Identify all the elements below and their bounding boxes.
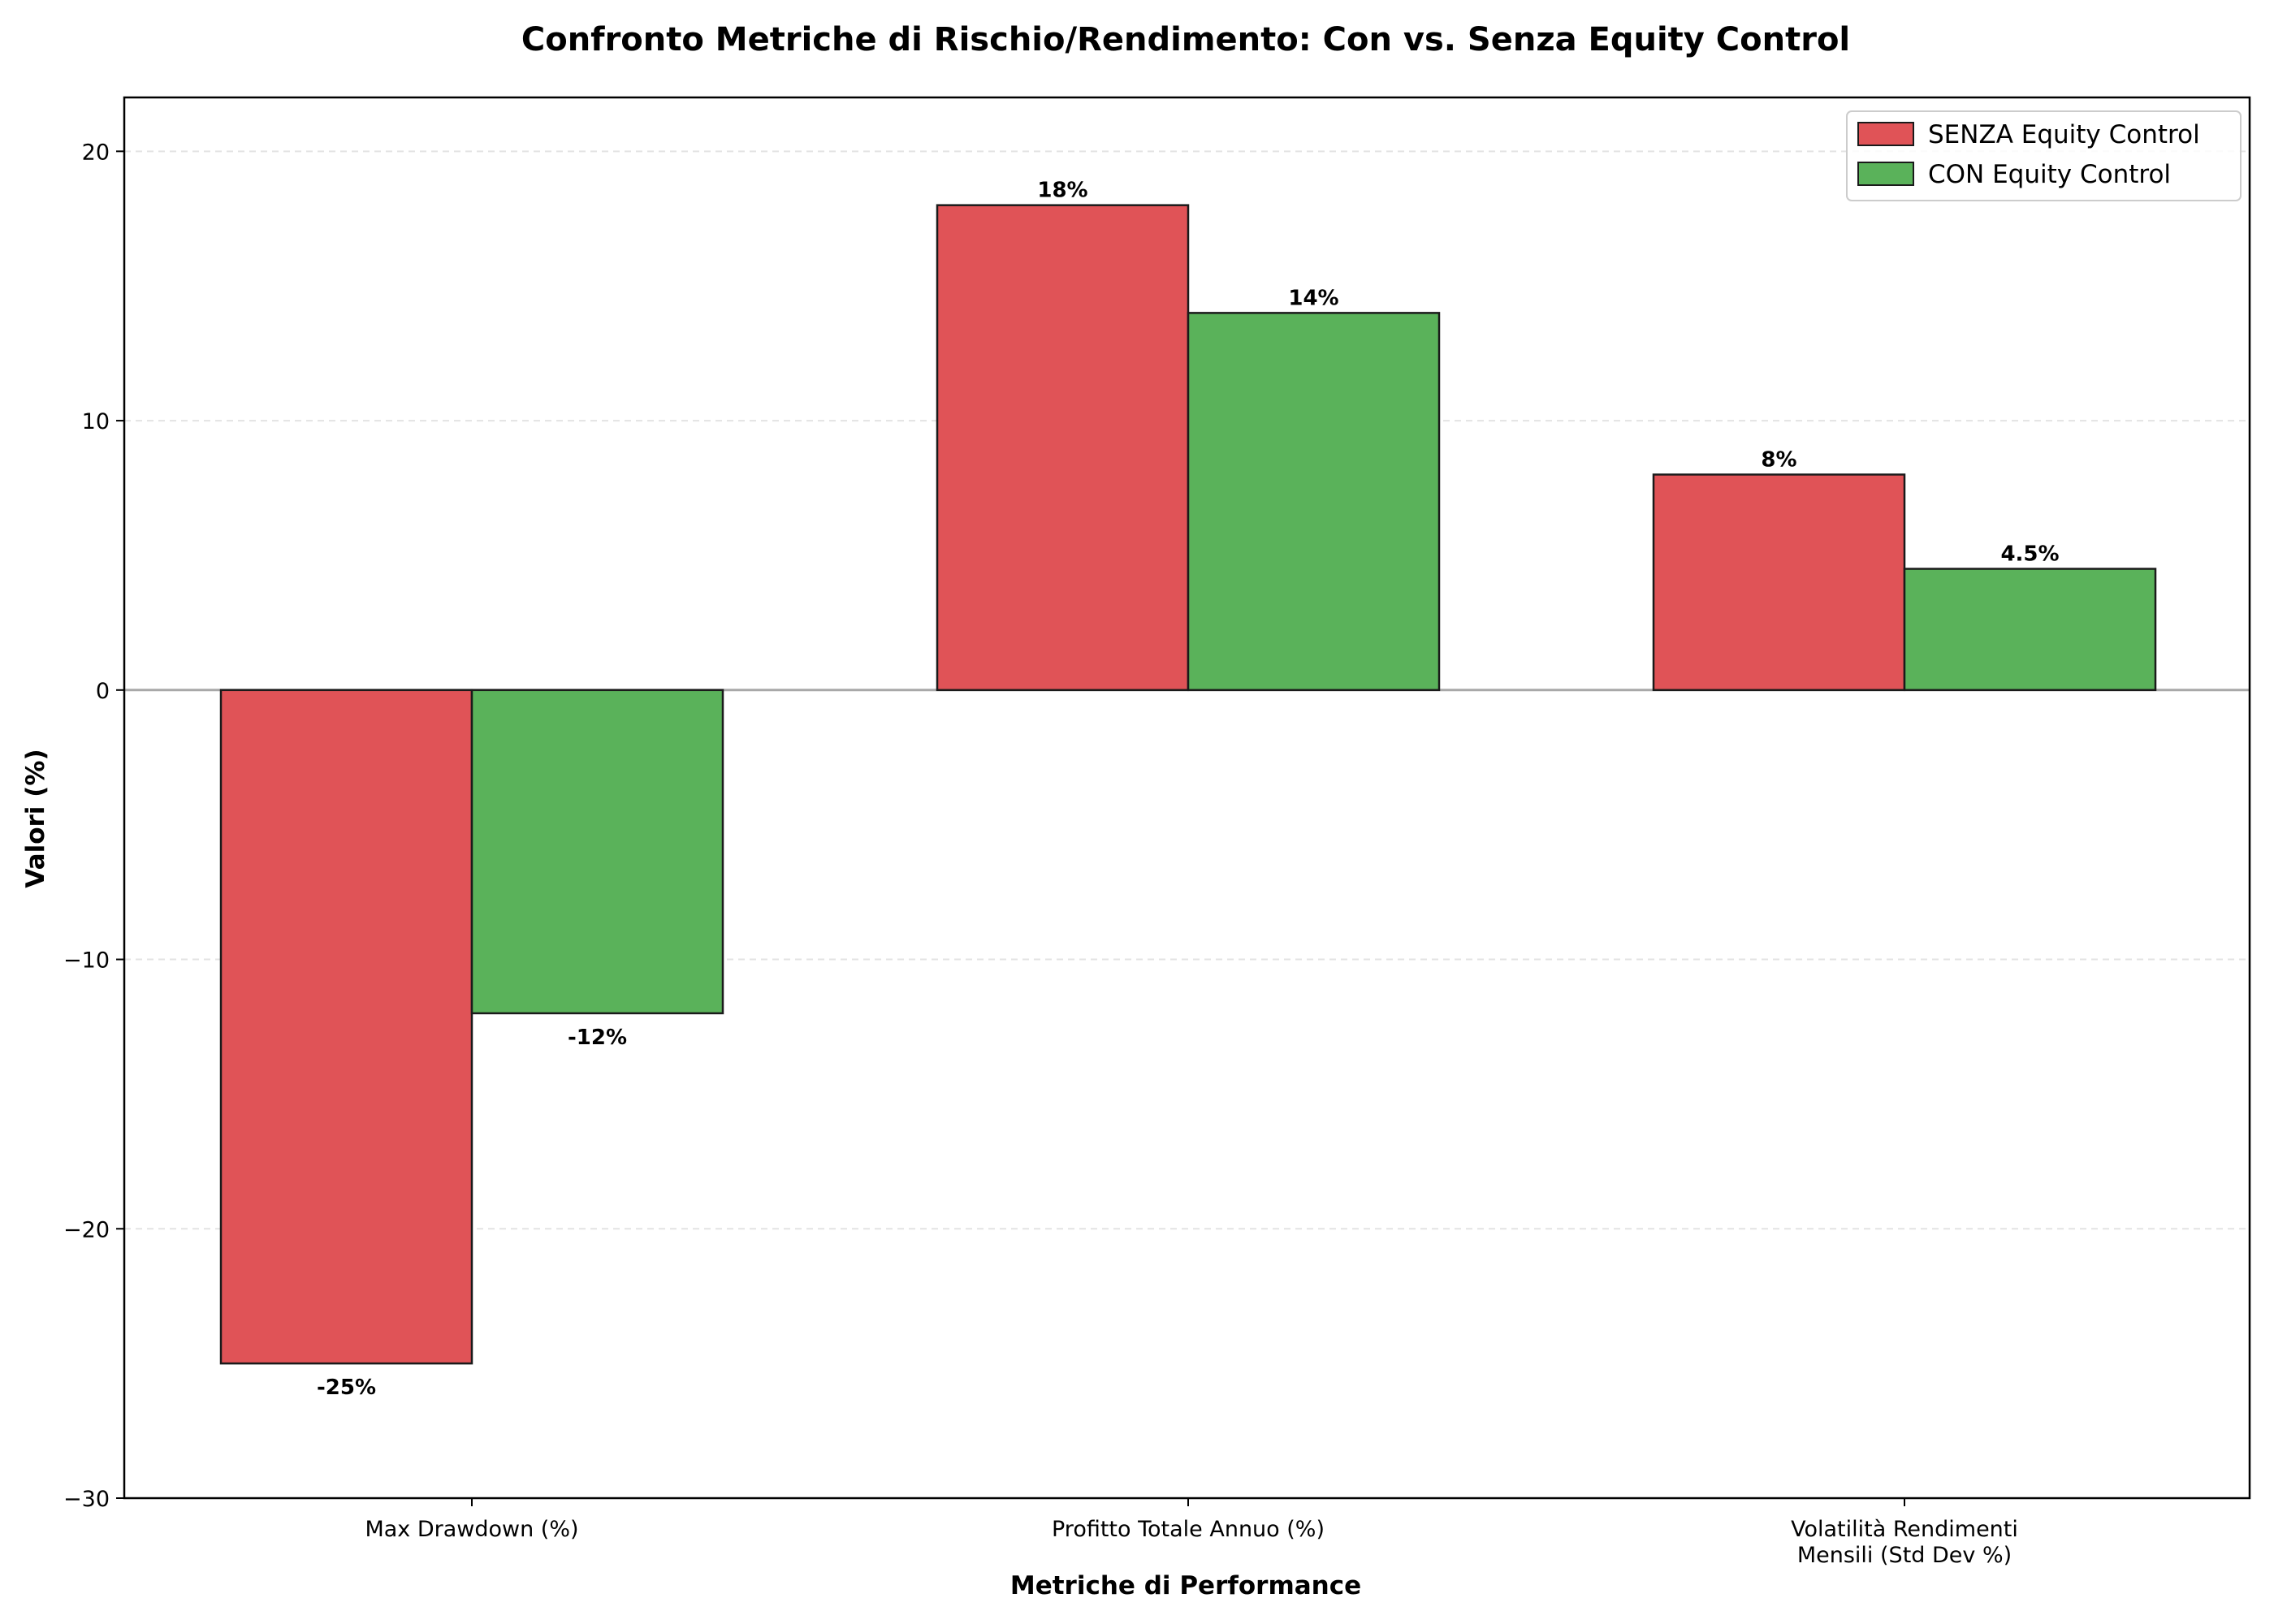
y-tick-label: 10 <box>82 409 110 434</box>
x-tick-label: Max Drawdown (%) <box>365 1517 578 1542</box>
legend-box <box>1846 110 2242 201</box>
y-tick-label: 20 <box>82 140 110 165</box>
legend-label: CON Equity Control <box>1928 160 2171 189</box>
value-label: 4.5% <box>2000 542 2059 567</box>
bar-senza-1 <box>936 204 1190 692</box>
legend-label: SENZA Equity Control <box>1928 120 2200 149</box>
y-tick-label: −20 <box>63 1217 110 1242</box>
legend-swatch-con <box>1857 162 1914 186</box>
bar-senza-2 <box>1652 473 1906 692</box>
plot-area: -25% 18% 8% -12% 14% 4.5% 20 10 0 −10 −20 −30 Max Dr… <box>63 96 2251 1568</box>
legend-swatch-senza <box>1857 122 1914 146</box>
value-label: 14% <box>1288 286 1338 310</box>
y-axis-label: Valori (%) <box>21 749 50 888</box>
x-tick-label: Volatilità Rendimenti <box>1791 1517 2018 1542</box>
bar-con-0 <box>470 689 724 1015</box>
y-tick-label: −30 <box>63 1487 110 1512</box>
y-tick-label: 0 <box>96 679 110 704</box>
legend: SENZA Equity Control CON Equity Control <box>1846 110 2242 201</box>
bar-senza-0 <box>219 689 473 1365</box>
value-label: -25% <box>317 1376 376 1400</box>
x-tick-label: Profitto Totale Annuo (%) <box>1052 1517 1325 1542</box>
bar-con-2 <box>1903 568 2157 692</box>
axes-frame <box>123 96 2251 1500</box>
x-tick-label: Mensili (Std Dev %) <box>1797 1543 2012 1568</box>
x-axis-label: Metriche di Performance <box>1010 1571 1361 1600</box>
value-label: -12% <box>568 1026 627 1050</box>
y-tick-label: −10 <box>63 948 110 974</box>
chart-title: Confronto Metriche di Rischio/Rendimento… <box>521 21 1850 58</box>
value-label: 18% <box>1037 179 1087 203</box>
value-label: 8% <box>1761 447 1796 472</box>
bar-con-1 <box>1187 312 1441 692</box>
